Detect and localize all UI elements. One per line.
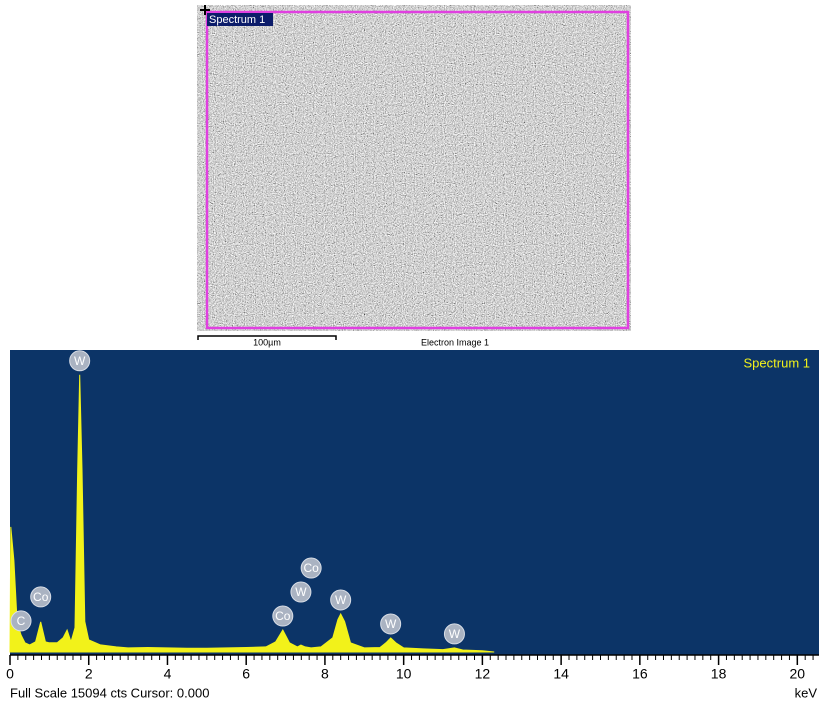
region-label-bg xyxy=(207,13,273,26)
peak-label: W xyxy=(449,627,461,641)
sem-image xyxy=(197,5,631,331)
spectrum-area xyxy=(9,374,495,653)
x-tick-label: 12 xyxy=(475,666,491,682)
peak-label: Co xyxy=(33,590,49,604)
region-label: Spectrum 1 xyxy=(209,14,265,26)
region-box xyxy=(205,10,630,330)
peak-label: W xyxy=(385,617,397,631)
footer: Full Scale 15094 cts Cursor: 0.000 xyxy=(10,685,209,700)
peak-label: W xyxy=(335,593,347,607)
x-tick-label: 8 xyxy=(321,666,329,682)
peak-marker xyxy=(300,557,322,579)
peak-label: W xyxy=(74,354,86,368)
peak-label: C xyxy=(17,614,26,628)
peak-marker xyxy=(69,350,91,372)
scale-bar xyxy=(197,335,337,340)
chart-title: Spectrum 1 xyxy=(744,355,810,370)
x-tick-label: 16 xyxy=(632,666,648,682)
peak-marker xyxy=(272,605,294,627)
peak-label: Co xyxy=(275,609,291,623)
plot-background xyxy=(10,350,819,655)
peak-marker xyxy=(290,581,312,603)
electron-image: Spectrum 1 100µm Electron Image 1 xyxy=(197,5,631,347)
peak-marker xyxy=(330,589,352,611)
x-tick-label: 6 xyxy=(242,666,250,682)
x-tick-label: 4 xyxy=(164,666,172,682)
peak-label: Co xyxy=(303,561,319,575)
x-tick-label: 20 xyxy=(790,666,806,682)
x-tick-label: 18 xyxy=(711,666,727,682)
peak-marker xyxy=(30,586,52,608)
peak-marker xyxy=(443,623,465,645)
x-tick-label: 0 xyxy=(6,666,14,682)
image-caption: Electron Image 1 xyxy=(421,337,489,347)
spectrum: Spectrum 1 Full Scale 15094 cts Cursor: … xyxy=(10,350,819,700)
x-tick-label: 10 xyxy=(396,666,412,682)
peak-marker xyxy=(380,613,402,635)
peak-label: W xyxy=(295,585,307,599)
x-axis-label: keV xyxy=(795,685,818,700)
x-tick-label: 14 xyxy=(553,666,569,682)
cursor-cross xyxy=(200,5,210,15)
scale-bar-label: 100µm xyxy=(253,337,281,347)
x-tick-label: 2 xyxy=(85,666,93,682)
peak-marker xyxy=(10,610,32,632)
